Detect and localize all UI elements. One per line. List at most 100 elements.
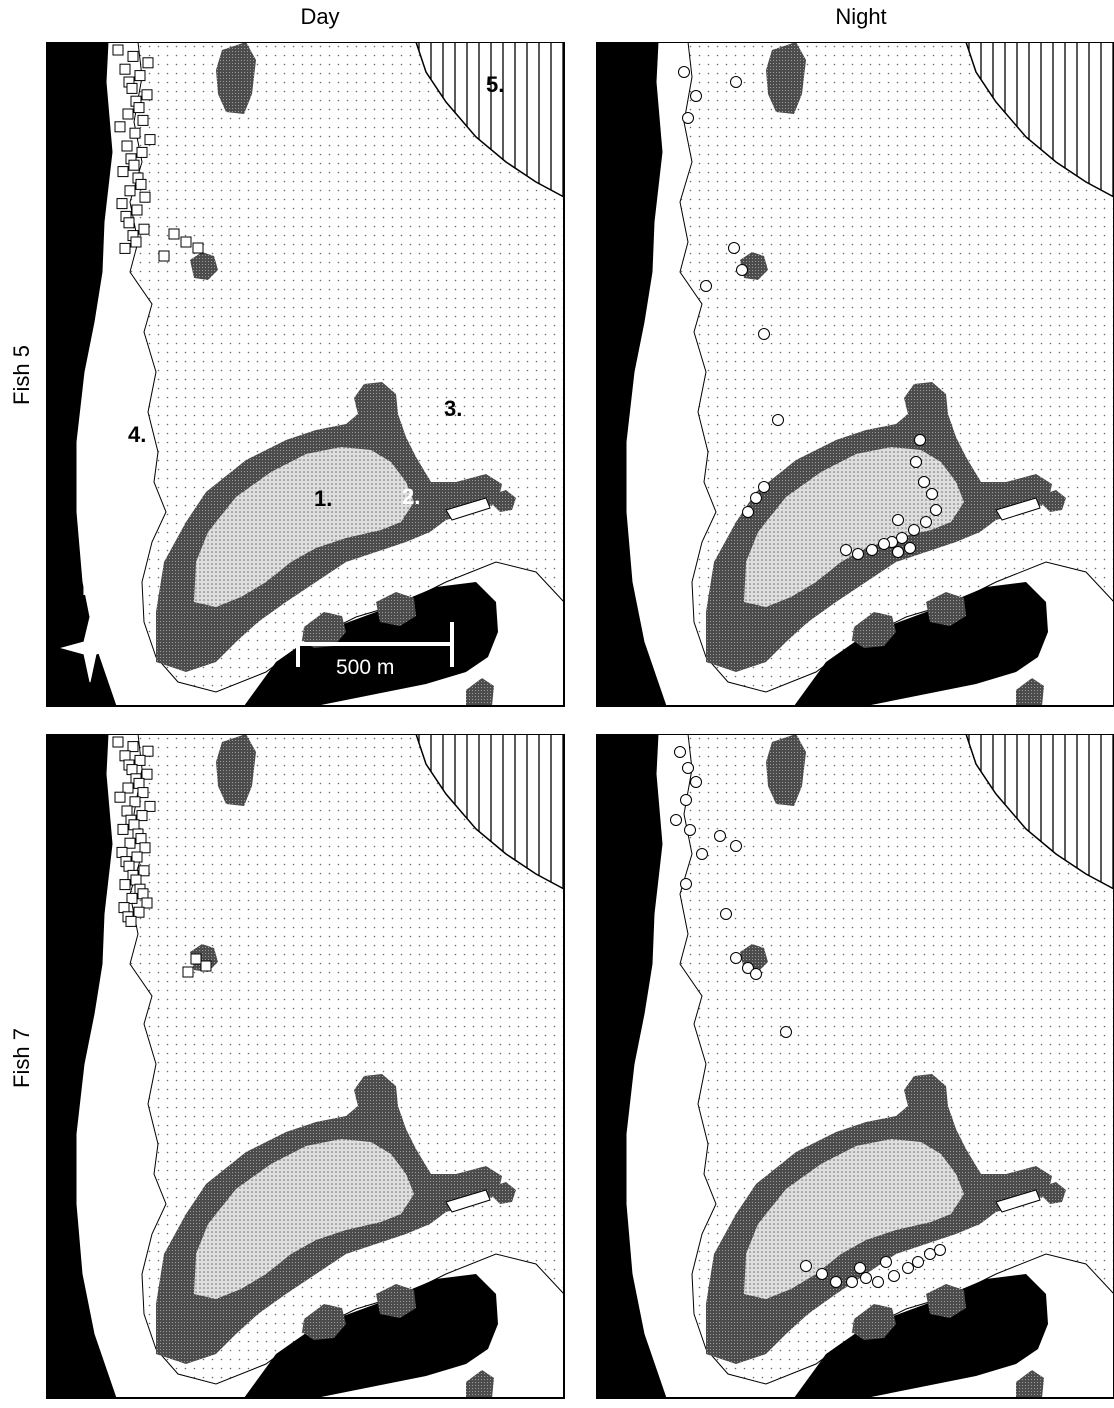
reef-patch [466, 1370, 494, 1398]
day-location-marker [117, 166, 129, 178]
day-location-marker [134, 754, 146, 766]
reef-patch [302, 1304, 346, 1340]
zone-label-3: 3. [444, 396, 462, 421]
fish-locations [112, 736, 212, 978]
day-location-marker [135, 833, 147, 845]
open-water-area [596, 734, 1114, 1398]
day-location-marker [119, 750, 131, 762]
night-location-marker [714, 830, 726, 842]
night-location-marker [682, 762, 694, 774]
reef-patch [1042, 1182, 1066, 1204]
night-location-marker [800, 1260, 812, 1272]
day-location-marker [142, 57, 154, 69]
day-location-marker [131, 851, 143, 863]
day-location-marker [114, 791, 126, 803]
day-location-marker [112, 736, 124, 748]
reef-patch [190, 252, 218, 280]
day-location-marker [124, 837, 136, 849]
day-location-marker [144, 800, 156, 812]
day-location-marker [126, 82, 138, 94]
night-location-marker [720, 908, 732, 920]
day-location-marker [139, 191, 151, 203]
night-location-marker [690, 776, 702, 788]
night-location-marker [908, 524, 920, 536]
day-location-marker [137, 114, 149, 126]
day-location-marker [128, 819, 140, 831]
day-location-marker [119, 242, 131, 254]
night-location-marker [912, 1256, 924, 1268]
day-location-marker [123, 860, 135, 872]
reef-patch [302, 612, 346, 648]
islet [445, 1189, 491, 1213]
day-location-marker [136, 810, 148, 822]
night-location-marker [758, 481, 770, 493]
day-location-marker [127, 741, 139, 753]
day-location-marker [127, 50, 139, 62]
map-fish7-night [596, 734, 1114, 1399]
night-location-marker [888, 1270, 900, 1282]
night-location-marker [934, 1244, 946, 1256]
day-location-marker [139, 842, 151, 854]
night-location-marker [684, 824, 696, 836]
scale-bar: 500 m [296, 622, 454, 679]
day-location-marker [137, 888, 149, 900]
nearshore-shallows [625, 734, 1114, 1399]
night-location-marker [696, 848, 708, 860]
night-location-marker [830, 1276, 842, 1288]
night-location-marker [860, 1272, 872, 1284]
day-location-marker [144, 134, 156, 146]
night-location-marker [680, 794, 692, 806]
day-location-marker [168, 228, 180, 240]
fish-locations [670, 746, 946, 1288]
day-location-marker [141, 89, 153, 101]
map-panel-fish7-night [596, 734, 1114, 1400]
night-location-marker [930, 504, 942, 516]
open-water-area [46, 42, 564, 706]
north-arrow-icon: N [60, 575, 120, 683]
night-location-marker [920, 516, 932, 528]
nearshore-shallows [625, 42, 1114, 707]
night-location-marker [914, 434, 926, 446]
night-location-marker [700, 280, 712, 292]
day-location-marker [136, 146, 148, 158]
night-location-marker [742, 506, 754, 518]
day-location-marker [122, 108, 134, 120]
day-location-marker [114, 121, 126, 133]
reef-patch [766, 734, 806, 806]
fine-dotted-zone [744, 447, 964, 607]
column-title-night: Night [835, 4, 887, 29]
night-location-marker [730, 76, 742, 88]
day-location-marker [182, 966, 194, 978]
night-location-marker [736, 264, 748, 276]
open-water-area [596, 42, 1114, 706]
islet [445, 497, 491, 521]
map-panel-fish7-day [46, 734, 566, 1400]
reef-patch [926, 592, 966, 626]
zone-label-4: 4. [128, 422, 146, 447]
night-location-marker [682, 112, 694, 124]
day-location-marker [129, 796, 141, 808]
panel-frame [46, 42, 565, 707]
reef-patch [852, 612, 896, 648]
day-location-marker [133, 906, 145, 918]
day-location-marker [129, 127, 141, 139]
hatched-zone-area [965, 42, 1114, 198]
day-location-marker [122, 782, 134, 794]
day-location-marker [141, 768, 153, 780]
day-location-marker [142, 745, 154, 757]
fish-locations [678, 66, 942, 560]
night-location-marker [892, 546, 904, 558]
islet [995, 1189, 1041, 1213]
night-location-marker [904, 542, 916, 554]
reef-patch [216, 734, 256, 806]
reef-patch [492, 1182, 516, 1204]
day-location-marker [126, 764, 138, 776]
reef-patch [376, 1284, 416, 1318]
night-location-marker [866, 544, 878, 556]
reef-patch [216, 42, 256, 114]
night-location-marker [880, 1256, 892, 1268]
scale-bar-label: 500 m [336, 656, 394, 679]
west-landmass [596, 734, 666, 1398]
column-title-day: Day [300, 4, 340, 29]
open-water-area [46, 734, 564, 1398]
